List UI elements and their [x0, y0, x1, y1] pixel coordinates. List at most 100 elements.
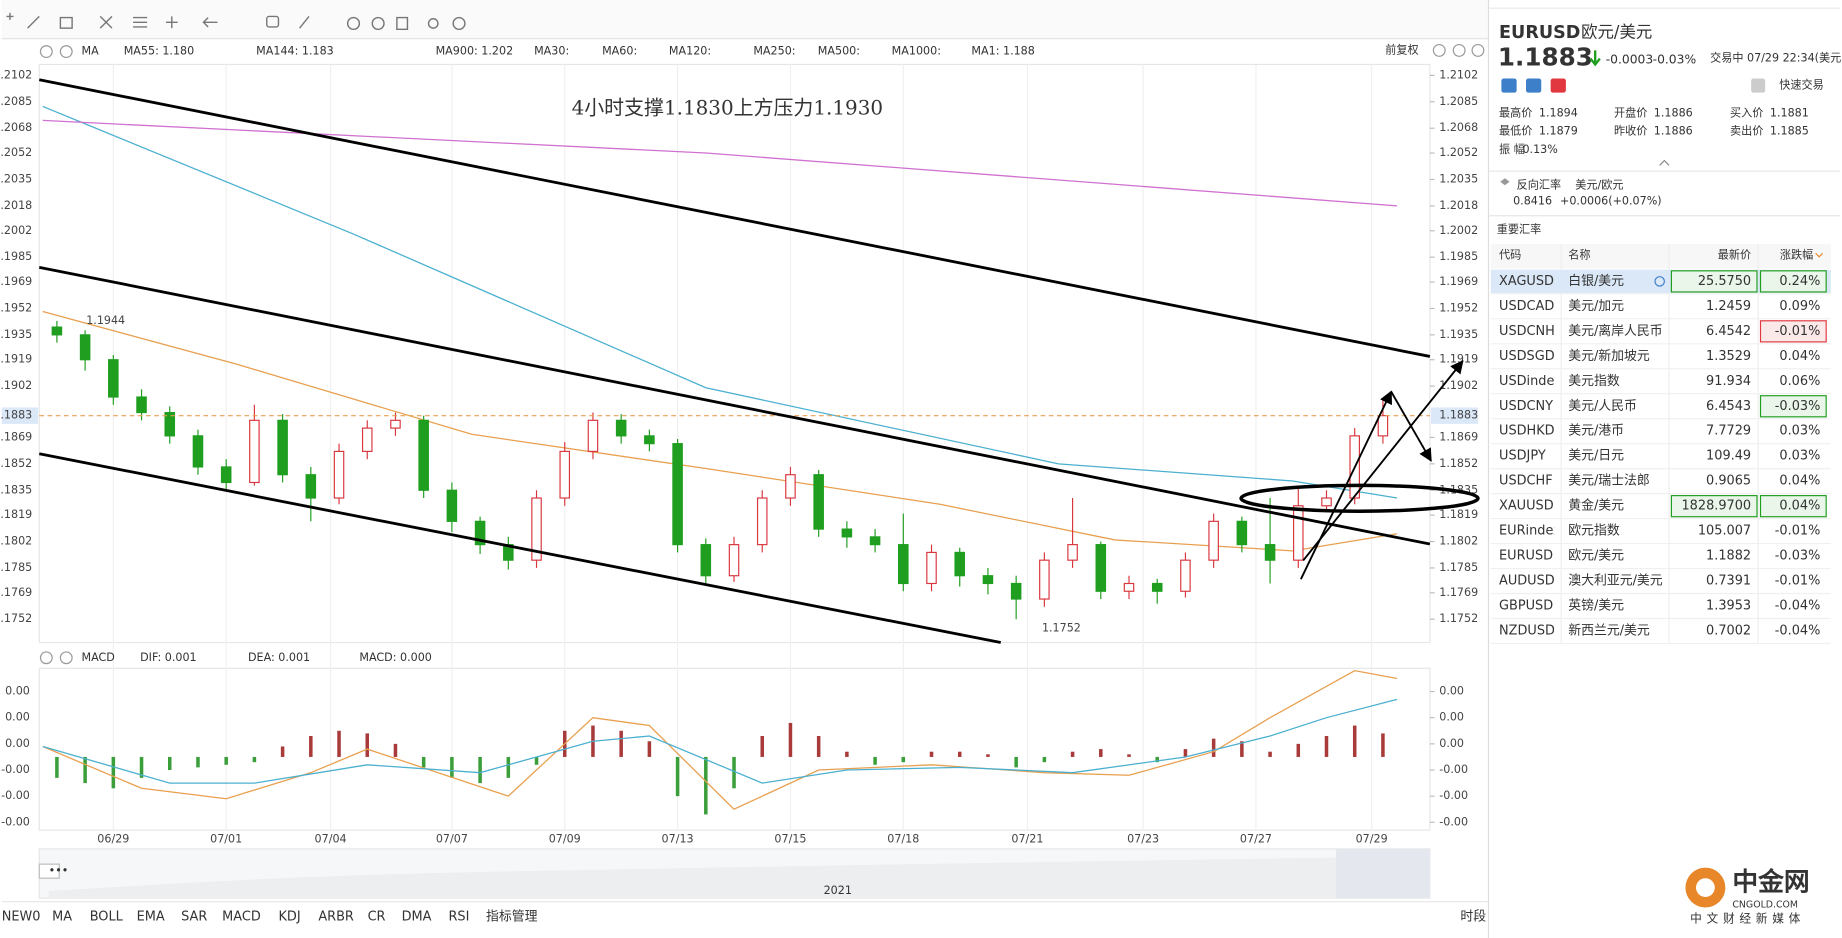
candle-body — [192, 435, 204, 468]
indicator-tab[interactable]: BOLL — [90, 909, 124, 924]
panel-button[interactable] — [1471, 43, 1485, 57]
tool-icon[interactable] — [371, 16, 385, 31]
candle-body — [1264, 544, 1276, 561]
column-header[interactable]: 最新价 — [1718, 248, 1751, 262]
tool-icon[interactable] — [6, 12, 14, 20]
row-name[interactable]: 白银/美元 — [1568, 273, 1624, 289]
row-code[interactable]: NZDUSD — [1499, 624, 1555, 639]
row-name[interactable]: 欧元指数 — [1568, 524, 1620, 539]
quote-code: EURUSD — [1499, 23, 1580, 43]
inverse-label: 反向汇率 — [1517, 177, 1562, 191]
tool-icon[interactable] — [452, 16, 466, 31]
row-code[interactable]: USDJPY — [1499, 449, 1546, 464]
panel-button[interactable] — [1432, 43, 1446, 57]
chart-frame — [38, 63, 1431, 899]
panel-settings[interactable] — [39, 45, 53, 59]
row-code[interactable]: GBPUSD — [1499, 599, 1553, 614]
adjust-button[interactable]: 前复权 — [1385, 42, 1418, 56]
quote-icon[interactable] — [1526, 78, 1542, 93]
row-code[interactable]: USDindex — [1499, 374, 1562, 389]
tool-icon[interactable] — [396, 16, 409, 31]
quote-icon[interactable] — [1550, 78, 1566, 93]
quick-trade[interactable]: 快速交易 — [1779, 78, 1824, 92]
panel-toggle[interactable] — [59, 651, 73, 665]
row-name[interactable]: 英镑/美元 — [1568, 598, 1624, 614]
tool-icon[interactable] — [346, 16, 361, 31]
macd-bar — [1099, 749, 1103, 757]
navigator-window[interactable] — [1336, 848, 1430, 899]
row-code[interactable]: USDCHF — [1499, 474, 1553, 489]
panel-button[interactable] — [1452, 43, 1466, 57]
indicator-tab[interactable]: EMA — [137, 909, 165, 924]
tool-icon[interactable] — [202, 17, 218, 28]
y-tick-label: 1.2068 — [1439, 121, 1478, 134]
tool-icon[interactable] — [266, 15, 280, 28]
row-code[interactable]: AUDUSD — [1499, 574, 1555, 589]
indicator-tab[interactable]: KDJ — [278, 909, 300, 924]
row-name[interactable]: 美元/人民币 — [1568, 399, 1637, 414]
row-code[interactable]: USDCNH — [1499, 324, 1555, 339]
indicator-tab[interactable]: 指标管理 — [486, 909, 538, 924]
inverse-price: 0.8416 — [1513, 195, 1552, 208]
candle-body — [1039, 559, 1050, 600]
y-tick-label: 1.1802 — [0, 535, 32, 548]
row-code[interactable]: EURindex — [1499, 524, 1561, 539]
column-header[interactable]: 涨跌幅 — [1780, 248, 1813, 262]
row-name[interactable]: 美元/港币 — [1568, 424, 1624, 439]
panel-settings[interactable] — [39, 651, 53, 665]
row-code[interactable]: USDHKD — [1499, 424, 1555, 439]
indicator-tab[interactable]: CR — [368, 909, 386, 924]
row-name[interactable]: 美元/新加坡元 — [1568, 348, 1650, 364]
indicator-tab[interactable]: MA — [52, 909, 72, 924]
period-button[interactable]: 时段 — [1460, 909, 1486, 924]
indicator-tab[interactable]: ARBR — [318, 909, 354, 924]
alert-icon[interactable] — [1751, 78, 1766, 93]
navigator-menu[interactable] — [38, 863, 60, 879]
row-code[interactable]: USDCNY — [1499, 399, 1553, 414]
tool-icon[interactable] — [27, 15, 40, 29]
row-name[interactable]: 澳大利亚元/美元 — [1568, 573, 1663, 589]
panel-toggle[interactable] — [59, 45, 73, 59]
row-name[interactable]: 黄金/美元 — [1568, 498, 1624, 514]
row-code[interactable]: EURUSD — [1499, 549, 1553, 564]
row-name[interactable]: 欧元/美元 — [1568, 549, 1624, 564]
collapse[interactable] — [1659, 159, 1670, 166]
macd-bar — [224, 756, 228, 765]
legend-entry: DEA: 0.001 — [248, 651, 310, 664]
indicator-tab[interactable]: DMA — [402, 909, 432, 924]
row-name[interactable]: 新西兰元/美元 — [1568, 623, 1650, 639]
tool-icon[interactable] — [99, 15, 113, 29]
macd-bar — [280, 746, 285, 757]
x-tick-label: 07/07 — [436, 833, 468, 846]
row-name[interactable]: 美元指数 — [1568, 374, 1620, 389]
tool-icon[interactable] — [133, 16, 148, 28]
quote-change: -0.0003 — [1606, 52, 1653, 66]
row-name[interactable]: 美元/日元 — [1568, 449, 1624, 464]
legend-entry: MA55: 1.180 — [124, 45, 195, 58]
row-code[interactable]: XAGUSD — [1499, 274, 1554, 289]
indicator-tab[interactable]: NEW0 — [2, 909, 41, 924]
row-name[interactable]: 美元/离岸人民币 — [1568, 323, 1662, 339]
row-watch[interactable] — [1654, 276, 1665, 287]
row-code[interactable]: USDCAD — [1499, 299, 1554, 314]
y-tick-label: 0.00 — [5, 737, 30, 750]
tool-icon[interactable] — [299, 15, 310, 29]
current-price-badge — [1, 407, 39, 424]
inverse-pair[interactable]: 美元/欧元 — [1575, 178, 1623, 191]
row-code[interactable]: USDSGD — [1499, 349, 1555, 364]
indicator-tab[interactable]: SAR — [181, 909, 207, 924]
indicator-tab[interactable]: RSI — [448, 909, 469, 924]
row-name[interactable]: 美元/加元 — [1568, 299, 1624, 314]
tool-icon[interactable] — [165, 16, 178, 29]
quote-icon[interactable] — [1501, 78, 1517, 93]
indicator-tab[interactable]: MACD — [222, 909, 261, 924]
tool-icon[interactable] — [59, 16, 73, 29]
current-price-badge — [1431, 407, 1478, 424]
inverse-change: +0.0006(+0.07%) — [1560, 195, 1662, 208]
row-code[interactable]: XAUUSD — [1499, 499, 1554, 514]
row-name[interactable]: 美元/瑞士法郎 — [1568, 474, 1650, 489]
tool-icon[interactable] — [427, 18, 439, 29]
brand: 中金网 — [1732, 866, 1809, 897]
macd-bar — [83, 756, 87, 784]
